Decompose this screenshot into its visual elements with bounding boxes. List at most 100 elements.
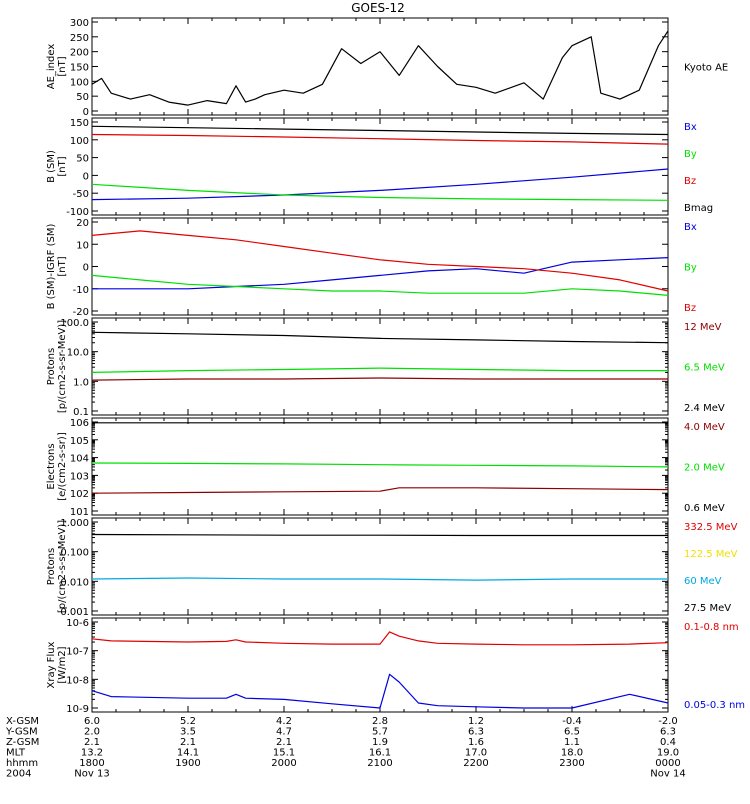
y-axis-label: [p/(cm2-s-sr-MeV)]: [57, 520, 68, 613]
y-axis-label: Protons: [46, 348, 57, 385]
panel-1: 0 50 100 150 200 250 300 AE_index [nT] Kyoto AE: [46, 17, 728, 118]
x-row-value: 4.7: [276, 727, 292, 738]
x-row-value: 2300: [559, 758, 584, 769]
x-row-label: MLT: [6, 748, 26, 759]
y-tick-label: 103: [70, 471, 89, 482]
x-row-value: Nov 14: [650, 769, 685, 780]
legend-label: Bx: [684, 222, 697, 233]
x-row-value: 19.0: [657, 748, 679, 759]
series-line-by: [91, 183, 669, 201]
y-tick-label: 0: [83, 107, 89, 118]
series-line-bz: [91, 133, 669, 145]
y-tick-label: -10: [73, 285, 89, 296]
x-row-value: 2.0: [84, 727, 100, 738]
legend-label: By: [684, 149, 697, 160]
y-axis-label: AE_index: [46, 44, 57, 90]
legend-label: 0.1-0.8 nm: [684, 622, 739, 633]
x-row-value: 2.1: [180, 737, 196, 748]
y-tick-label: 250: [70, 33, 89, 44]
x-row-value: 5.2: [180, 716, 196, 727]
panel-6: 0.001 0.010 0.100 1.000 Protons [p/(cm2-s-sr-…: [46, 517, 738, 618]
series-line-by: [91, 274, 669, 296]
y-axis-label: [W/m2]: [57, 646, 68, 683]
series-line-27-5-mev: [91, 533, 668, 537]
x-row-value: 6.0: [84, 716, 100, 727]
y-tick-label: 10-8: [66, 675, 89, 686]
y-axis-label: [nT]: [57, 56, 68, 76]
series-line-6-5-mev: [91, 367, 668, 373]
x-row-value: 13.2: [81, 748, 103, 759]
y-tick-label: 101: [70, 507, 89, 518]
x-row-value: 2200: [463, 758, 488, 769]
y-tick-label: 104: [70, 454, 89, 465]
x-row-value: 1.1: [564, 737, 580, 748]
panel-frame: [91, 117, 669, 216]
y-tick-label: 10-9: [66, 704, 89, 715]
y-axis-label: Electrons: [46, 443, 57, 489]
legend-label: Kyoto AE: [684, 63, 728, 74]
panel-frame: [91, 517, 669, 616]
legend-label: 0.05-0.3 nm: [684, 700, 745, 711]
y-tick-label: 150: [70, 63, 89, 74]
y-axis-label: [nT]: [57, 156, 68, 176]
y-axis-label: Protons: [46, 548, 57, 585]
y-axis-label: [e/(cm2-s-sr)]: [57, 432, 68, 501]
y-tick-label: 0.1: [73, 407, 89, 418]
y-axis-label: Xray Flux: [46, 641, 57, 688]
y-tick-label: 100.0: [60, 318, 89, 329]
x-row-label: 2004: [6, 769, 31, 780]
y-tick-label: 1.0: [73, 377, 89, 388]
series-line-4-0-mev: [91, 487, 669, 494]
y-tick-label: 50: [76, 92, 89, 103]
legend-label: Bz: [684, 303, 696, 314]
y-tick-label: 200: [70, 48, 89, 59]
panel-5: 101 102 103 104 105 106 Electrons [e/(cm2-s-sr)…: [46, 417, 725, 518]
x-row-value: -0.4: [562, 716, 582, 727]
series-line-bz: [91, 230, 669, 292]
y-tick-label: 0: [83, 263, 89, 274]
y-tick-label: 0.010: [60, 577, 89, 588]
y-tick-label: 0.001: [60, 607, 89, 618]
y-tick-label: -100: [66, 207, 89, 218]
x-row-value: 1.6: [468, 737, 484, 748]
y-axis-label: B (SM): [46, 150, 57, 183]
x-row-value: -2.0: [658, 716, 678, 727]
legend-label: 2.0 MeV: [684, 463, 725, 474]
y-tick-label: 1.000: [60, 518, 89, 529]
y-tick-label: 106: [70, 418, 89, 429]
legend-label: Bx: [684, 122, 697, 133]
legend-label: 6.5 MeV: [684, 363, 725, 374]
x-row-value: 0000: [655, 758, 680, 769]
y-tick-label: 102: [70, 489, 89, 500]
series-line-12-mev: [91, 377, 668, 381]
x-row-value: 15.1: [273, 748, 295, 759]
y-tick-label: 105: [70, 436, 89, 447]
y-tick-label: 10-6: [66, 618, 89, 629]
legend-label: 60 MeV: [684, 576, 722, 587]
plot-title: GOES-12: [351, 1, 405, 15]
series-line-60-mev: [91, 577, 668, 581]
y-tick-label: 100: [70, 136, 89, 147]
panel-frame: [91, 217, 669, 316]
x-row-label: Z-GSM: [6, 737, 39, 748]
y-tick-label: 10.0: [67, 348, 89, 359]
legend-label: 2.4 MeV: [684, 403, 725, 414]
y-tick-label: 300: [70, 18, 89, 29]
x-row-value: 2.8: [372, 716, 388, 727]
legend-label: 12 MeV: [684, 322, 722, 333]
x-row-value: 17.0: [465, 748, 487, 759]
legend-label: 122.5 MeV: [684, 549, 738, 560]
panel-frame: [91, 17, 669, 116]
y-tick-label: 0: [83, 171, 89, 182]
x-row-value: 2000: [271, 758, 296, 769]
x-row-value: 5.7: [372, 727, 388, 738]
y-axis-label: [p/(cm2-s-sr-MeV)]: [57, 320, 68, 413]
x-row-value: 0.4: [660, 737, 676, 748]
legend-label: 0.6 MeV: [684, 503, 725, 514]
x-row-value: 1800: [79, 758, 104, 769]
legend-label: 332.5 MeV: [684, 522, 738, 533]
x-row-value: 6.3: [468, 727, 484, 738]
series-line-0-1-0-8-nm: [91, 631, 669, 646]
